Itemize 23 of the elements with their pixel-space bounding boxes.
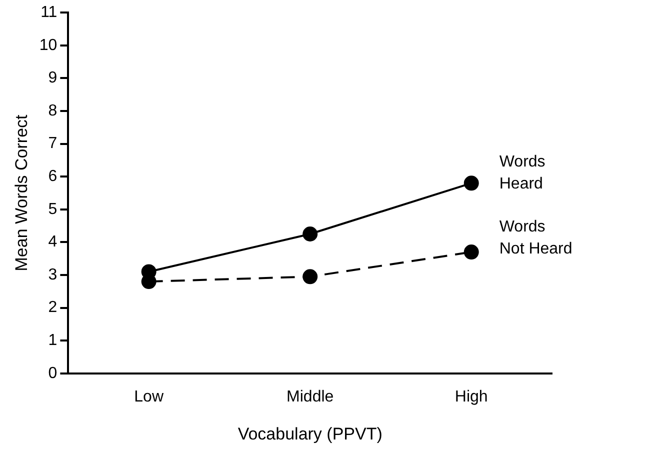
y-tick-label: 0 bbox=[48, 364, 58, 382]
x-tick-label: Low bbox=[134, 388, 164, 406]
y-tick-label: 2 bbox=[48, 299, 58, 316]
y-tick-label: 10 bbox=[39, 36, 58, 54]
y-tick-label: 9 bbox=[48, 70, 58, 87]
y-tick-label: 1 bbox=[48, 332, 58, 350]
point bbox=[464, 244, 479, 260]
y-tick-label: 3 bbox=[48, 266, 58, 284]
x-tick-label: Middle bbox=[286, 388, 334, 406]
x-tick-label: High bbox=[454, 388, 488, 406]
y-tick-label: 6 bbox=[48, 168, 58, 186]
y-tick-label: 11 bbox=[40, 4, 58, 22]
point bbox=[464, 176, 479, 191]
y-tick-label: 4 bbox=[48, 234, 58, 251]
series-label: Words Heard bbox=[499, 154, 546, 193]
y-tick-label: 7 bbox=[48, 135, 58, 152]
x-axis-title: Vocabulary (PPVT) bbox=[238, 424, 382, 444]
y-axis-title: Mean Words Correct bbox=[12, 114, 31, 272]
point bbox=[302, 226, 318, 242]
y-tick-label: 8 bbox=[48, 102, 58, 120]
point bbox=[302, 269, 318, 284]
y-tick-label: 5 bbox=[48, 200, 58, 218]
series-label: Words Not Heard bbox=[499, 218, 572, 258]
